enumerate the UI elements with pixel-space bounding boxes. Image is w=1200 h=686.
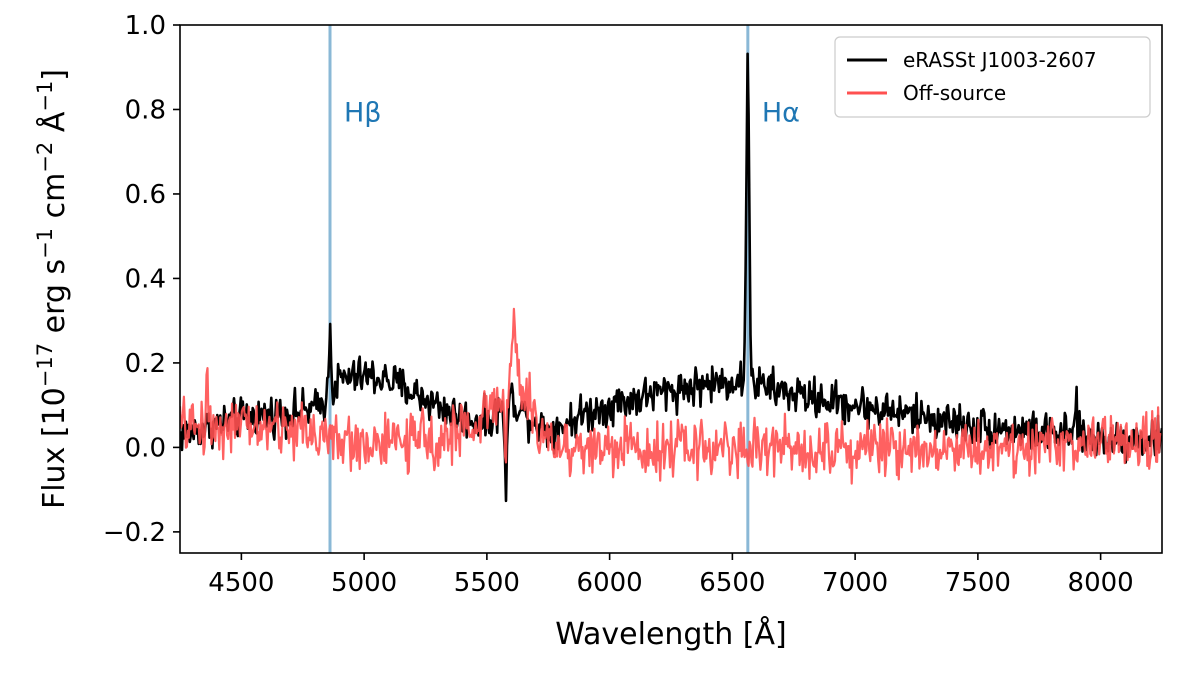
x-tick-label: 5500 <box>454 568 520 598</box>
series-line-erasst <box>180 52 1162 503</box>
y-tick-label: −0.2 <box>103 518 166 548</box>
series-line-off-source <box>180 307 1162 485</box>
x-tick-label: 5000 <box>331 568 397 598</box>
x-tick-label: 6000 <box>577 568 643 598</box>
y-tick-label: 0.8 <box>125 95 166 125</box>
x-tick-label: 8000 <box>1068 568 1134 598</box>
y-tick-label: 0.2 <box>125 349 166 379</box>
y-tick-label: 0.6 <box>125 180 166 210</box>
x-tick-label: 7500 <box>945 568 1011 598</box>
x-axis-label: Wavelength [Å] <box>555 616 786 652</box>
axis-labels: Wavelength [Å] Flux [10−17 erg s−1 cm−2 Å… <box>33 69 787 652</box>
y-tick-label: 0.0 <box>125 433 166 463</box>
halpha-label: Hα <box>762 97 800 128</box>
plot-series <box>180 52 1162 503</box>
legend-box <box>834 36 1151 118</box>
legend-label: eRASSt J1003-2607 <box>903 48 1097 72</box>
x-tick-label: 7000 <box>822 568 888 598</box>
x-tick-label: 4500 <box>208 568 274 598</box>
plot-frame <box>179 24 1163 554</box>
plot-border <box>179 24 1163 554</box>
y-tick-label: 0.4 <box>125 264 166 294</box>
y-tick-label: 1.0 <box>125 11 166 41</box>
y-axis-label: Flux [10−17 erg s−1 cm−2 Å−1] <box>33 69 72 509</box>
legend-label: Off-source <box>903 81 1006 105</box>
hbeta-label: Hβ <box>344 97 382 128</box>
x-tick-label: 6500 <box>699 568 765 598</box>
legend: eRASSt J1003-2607 Off-source <box>834 36 1151 118</box>
axis-ticks: 4500 5000 5500 6000 6500 7000 7500 8000 −0.2 0.0 0… <box>103 11 1134 598</box>
